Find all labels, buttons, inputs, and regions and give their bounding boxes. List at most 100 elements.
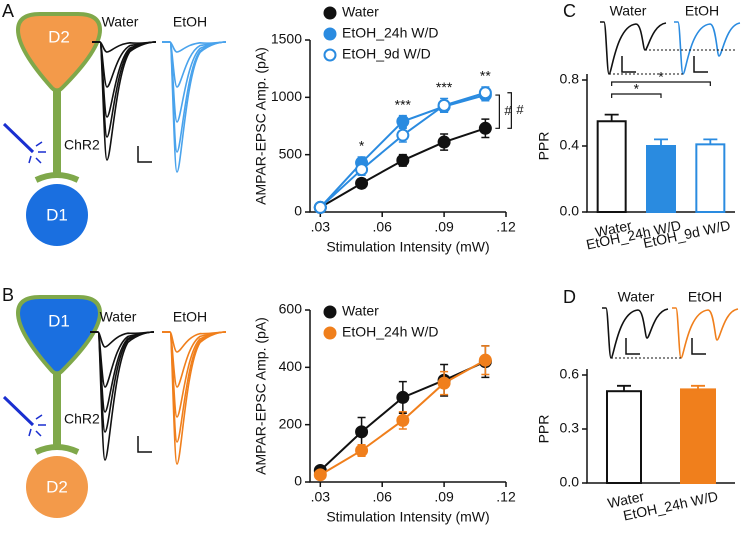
- bracket: [611, 93, 662, 98]
- scale-bar: [137, 146, 152, 163]
- marker: [437, 376, 451, 390]
- soma: [15, 12, 103, 93]
- marker: [437, 135, 451, 149]
- x-tick-label: Water: [606, 488, 646, 511]
- bar: [695, 143, 726, 214]
- y-axis-label: PPR: [536, 132, 552, 161]
- panel-label: B: [2, 285, 14, 305]
- panel-label: D: [563, 287, 576, 307]
- axes: [309, 40, 506, 213]
- trace-label: EtOH: [688, 289, 722, 305]
- trace-label: Water: [610, 3, 647, 19]
- legend-marker: [323, 48, 337, 62]
- trace-label: EtOH: [173, 14, 207, 30]
- marker: [313, 468, 327, 482]
- trace: [672, 307, 739, 359]
- scale-bar: [621, 56, 636, 73]
- y-tick-label: 600: [279, 301, 303, 317]
- x-tick-label: .12: [496, 489, 516, 505]
- target-cell: [26, 184, 88, 246]
- target-label: D2: [46, 477, 68, 496]
- scale-bar: [693, 56, 708, 73]
- marker: [478, 86, 492, 100]
- x-tick-label: .09: [434, 489, 454, 505]
- significance: #: [516, 102, 524, 117]
- legend-marker: [323, 6, 337, 20]
- marker: [478, 353, 492, 367]
- marker: [396, 128, 410, 142]
- trace-label: Water: [618, 289, 655, 305]
- legend-label: EtOH_24h W/D: [342, 25, 438, 41]
- trace-label: EtOH: [173, 309, 207, 325]
- trace: [90, 331, 155, 461]
- x-axis-label: Stimulation Intensity (mW): [326, 239, 489, 255]
- significance: *: [634, 81, 640, 97]
- marker: [396, 114, 410, 128]
- trace-label: Water: [100, 309, 137, 325]
- neuron-diagram: D1 D2 ChR2: [2, 295, 103, 518]
- bar: [646, 145, 676, 213]
- y-tick-label: 0.3: [560, 420, 580, 436]
- axes: [309, 310, 506, 483]
- y-tick-label: 0.4: [560, 137, 580, 153]
- soma: [15, 295, 103, 376]
- scale-bar: [691, 338, 706, 355]
- x-tick-label: Water: [594, 217, 634, 240]
- legend-label: Water: [342, 303, 379, 319]
- marker: [355, 425, 369, 439]
- bracket: [495, 94, 500, 129]
- trace: [600, 21, 667, 75]
- trace: [162, 41, 227, 173]
- marker: [396, 153, 410, 167]
- x-axis-label: Stimulation Intensity (mW): [326, 509, 489, 525]
- y-tick-label: 0: [294, 203, 302, 219]
- y-tick-label: 0: [294, 473, 302, 489]
- y-tick-label: 1500: [271, 31, 302, 47]
- x-tick-label: .12: [496, 219, 516, 235]
- bar: [606, 390, 642, 485]
- dendrite: [53, 362, 61, 447]
- bar: [680, 388, 716, 484]
- marker: [355, 163, 369, 177]
- fiber: [2, 395, 35, 427]
- fiber: [2, 122, 35, 154]
- error-bar: [604, 113, 619, 122]
- x-tick-label: .03: [311, 489, 331, 505]
- trace: [162, 331, 227, 465]
- significance: **: [480, 68, 491, 84]
- x-tick-label: .03: [311, 219, 331, 235]
- significance: *: [359, 138, 365, 154]
- legend-marker: [323, 27, 337, 41]
- significance: #: [504, 103, 512, 118]
- error-bar: [654, 138, 668, 146]
- panel-label: C: [563, 1, 576, 21]
- y-axis-label: AMPAR-EPSC Amp. (pA): [253, 47, 269, 205]
- x-tick-label: .06: [372, 219, 392, 235]
- soma-label: D1: [48, 311, 70, 330]
- y-tick-label: 500: [279, 145, 303, 161]
- y-tick-label: 0.0: [560, 474, 580, 490]
- legend-label: Water: [342, 4, 379, 20]
- axes: [586, 74, 735, 213]
- y-axis-label: AMPAR-EPSC Amp. (pA): [253, 317, 269, 475]
- trace: [92, 41, 157, 161]
- bracket: [507, 92, 512, 129]
- y-tick-label: 0.0: [560, 203, 580, 219]
- x-tick-label: .06: [372, 489, 392, 505]
- neuron-diagram: D2 D1 ChR2: [2, 12, 103, 246]
- y-tick-label: 1000: [271, 88, 302, 104]
- marker: [355, 176, 369, 190]
- y-tick-label: 200: [279, 415, 303, 431]
- y-axis-label: PPR: [536, 415, 552, 444]
- target-label: D1: [46, 205, 68, 224]
- terminal: [34, 444, 80, 455]
- significance: *: [658, 69, 664, 85]
- dendrite: [53, 80, 61, 175]
- scale-bar: [137, 436, 152, 453]
- trace-label: EtOH: [685, 3, 719, 19]
- trace-label: Water: [102, 14, 139, 30]
- trace: [602, 307, 669, 359]
- panel-label: A: [2, 1, 14, 21]
- bracket: [611, 81, 711, 86]
